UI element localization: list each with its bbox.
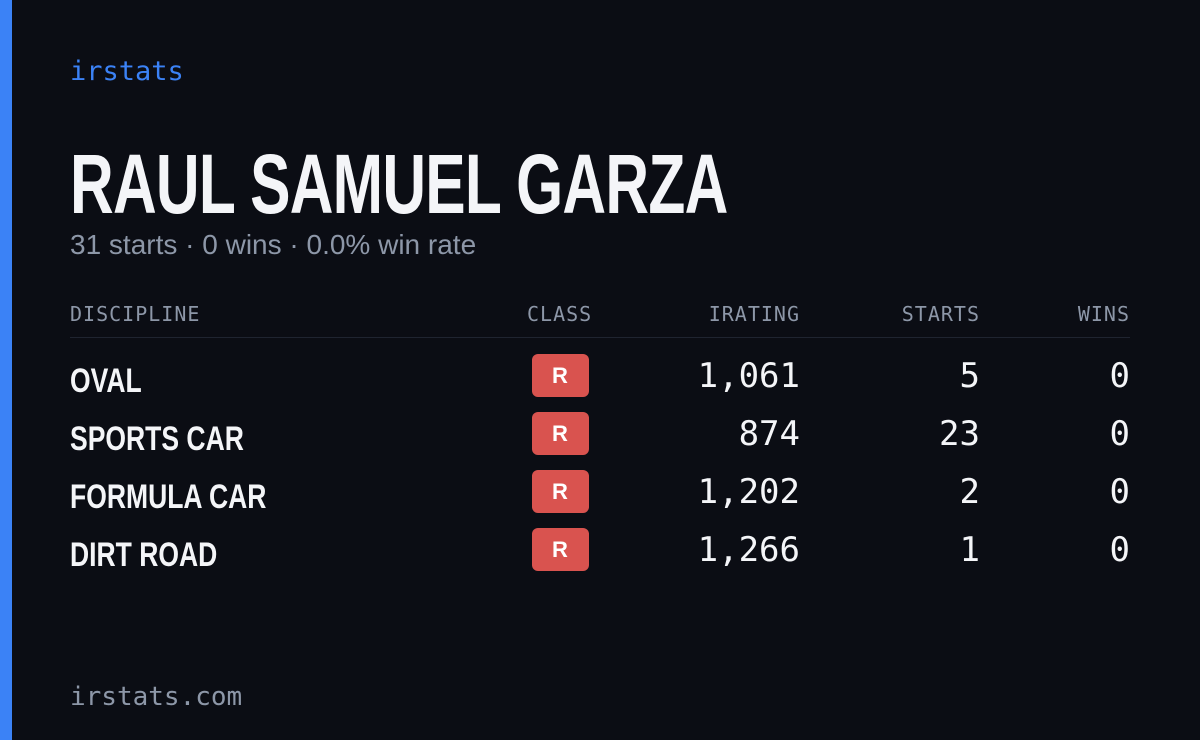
irating: 1,202 bbox=[697, 472, 800, 512]
header-rule bbox=[70, 337, 1130, 338]
wins: 0 bbox=[1109, 530, 1130, 570]
irating: 1,061 bbox=[697, 356, 800, 396]
starts: 23 bbox=[939, 414, 980, 454]
footer: irstats.com bbox=[70, 682, 243, 712]
column-header: CLASS bbox=[527, 302, 593, 326]
wins: 0 bbox=[1109, 472, 1130, 512]
wins: 0 bbox=[1109, 356, 1130, 396]
accent-bar bbox=[0, 0, 12, 740]
class-badge: R bbox=[531, 412, 589, 455]
starts: 2 bbox=[959, 472, 980, 512]
discipline: FORMULA CAR bbox=[70, 478, 267, 516]
column-header: IRATING bbox=[708, 302, 800, 326]
column-header: STARTS bbox=[901, 302, 980, 326]
brand: irstats bbox=[70, 56, 184, 87]
starts: 1 bbox=[959, 530, 980, 570]
player-summary: 31 starts · 0 wins · 0.0% win rate bbox=[70, 229, 477, 260]
discipline: SPORTS CAR bbox=[70, 420, 244, 458]
discipline: DIRT ROAD bbox=[70, 536, 218, 574]
class-badge: R bbox=[531, 354, 589, 397]
class-badge: R bbox=[531, 528, 589, 571]
irating: 1,266 bbox=[697, 530, 800, 570]
class-badge: R bbox=[531, 470, 589, 513]
wins: 0 bbox=[1109, 414, 1130, 454]
starts: 5 bbox=[959, 356, 980, 396]
irating: 874 bbox=[738, 414, 800, 454]
column-header: WINS bbox=[1077, 302, 1130, 326]
player-name: RAUL SAMUEL GARZA bbox=[70, 137, 728, 231]
column-header: DISCIPLINE bbox=[70, 302, 201, 326]
discipline: OVAL bbox=[70, 362, 142, 400]
